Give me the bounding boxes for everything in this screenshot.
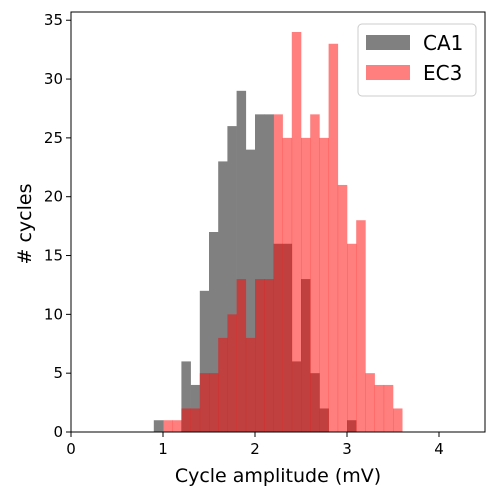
bar-ec3-13: [283, 138, 293, 432]
bar-ec3-20: [347, 244, 357, 432]
y-axis-label: # cycles: [14, 184, 36, 265]
x-tick-label: 4: [434, 440, 444, 458]
bar-ec3-12: [273, 114, 283, 432]
bar-ec3-8: [237, 279, 247, 432]
x-tick-label: 3: [342, 440, 352, 458]
bar-ec3-0: [163, 420, 173, 432]
bar-ec3-23: [375, 385, 385, 432]
legend-label-ec3: EC3: [423, 61, 462, 85]
legend-swatch-ca1: [366, 35, 410, 50]
bar-ec3-21: [356, 220, 366, 432]
bar-ca1-0: [154, 420, 164, 432]
bar-ec3-1: [172, 420, 182, 432]
y-tick-label: 10: [44, 305, 63, 323]
y-tick-label: 20: [44, 188, 63, 206]
bar-ec3-11: [264, 279, 274, 432]
bar-ec3-6: [218, 338, 228, 432]
y-tick-label: 25: [44, 129, 63, 147]
bar-ec3-25: [393, 408, 403, 432]
bar-ec3-18: [329, 44, 339, 432]
bar-ec3-3: [191, 408, 201, 432]
bar-ec3-4: [200, 373, 210, 432]
bar-ec3-17: [319, 138, 329, 432]
bar-ec3-19: [338, 185, 348, 432]
y-tick-label: 30: [44, 70, 63, 88]
legend-swatch-ec3: [366, 65, 410, 80]
x-tick-label: 1: [158, 440, 168, 458]
bar-ec3-9: [246, 338, 256, 432]
y-tick-label: 0: [53, 423, 63, 441]
bar-ec3-2: [181, 408, 191, 432]
bar-ec3-16: [310, 114, 320, 432]
x-tick-label: 0: [66, 440, 76, 458]
bar-ec3-15: [301, 138, 311, 432]
y-tick-label: 5: [53, 364, 63, 382]
bar-ec3-10: [255, 279, 265, 432]
bar-ec3-14: [292, 32, 302, 432]
x-axis-label: Cycle amplitude (mV): [175, 465, 381, 487]
y-tick-label: 15: [44, 247, 63, 265]
x-tick-label: 2: [250, 440, 260, 458]
bar-ec3-24: [384, 385, 394, 432]
bar-ec3-22: [365, 373, 375, 432]
y-tick-label: 35: [44, 11, 63, 29]
legend-label-ca1: CA1: [423, 31, 463, 55]
bar-ec3-7: [227, 314, 237, 432]
bar-ec3-5: [209, 373, 219, 432]
